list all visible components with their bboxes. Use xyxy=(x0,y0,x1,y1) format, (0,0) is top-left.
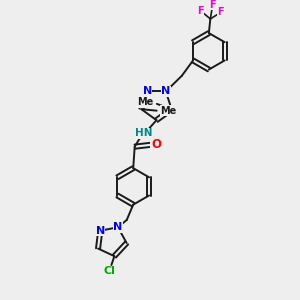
Text: Cl: Cl xyxy=(103,266,115,277)
Text: Me: Me xyxy=(160,106,176,116)
Text: N: N xyxy=(113,222,122,232)
Text: N: N xyxy=(142,86,152,96)
Text: F: F xyxy=(217,8,224,17)
Text: F: F xyxy=(197,6,204,16)
Text: Me: Me xyxy=(137,98,153,107)
Text: O: O xyxy=(151,138,161,152)
Text: HN: HN xyxy=(135,128,153,138)
Text: N: N xyxy=(96,226,105,236)
Text: N: N xyxy=(161,86,170,96)
Text: F: F xyxy=(209,0,216,10)
